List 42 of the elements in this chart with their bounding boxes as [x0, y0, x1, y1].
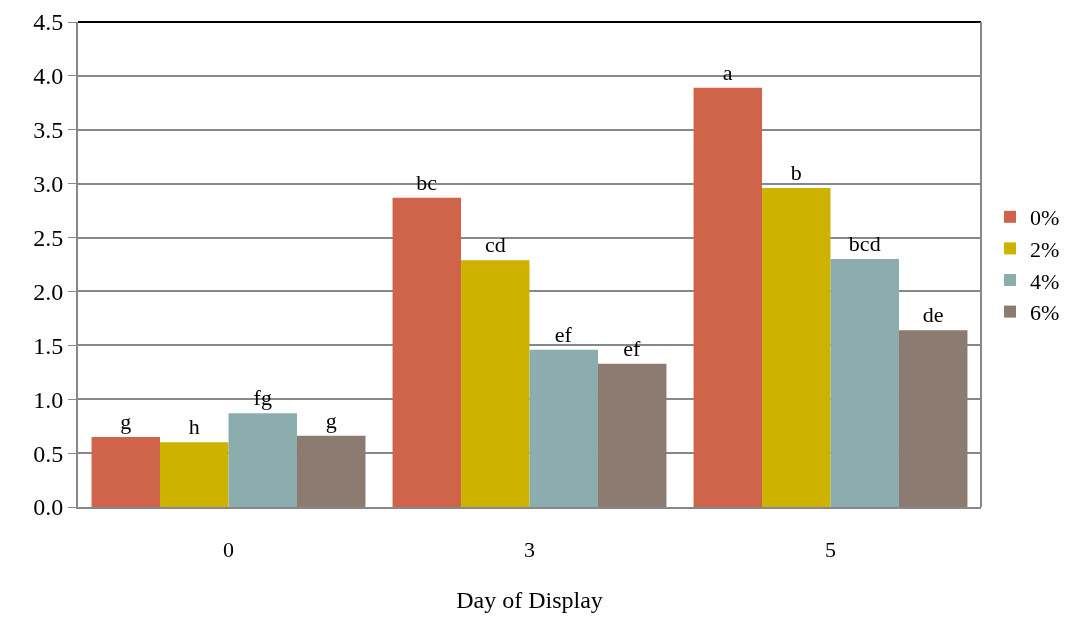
data-label: bcd	[848, 231, 881, 257]
y-tick-label: 3.0	[33, 171, 64, 198]
bar	[830, 259, 899, 507]
data-label: g	[120, 408, 132, 434]
bar	[296, 435, 366, 507]
y-tick-label: 0.0	[33, 494, 64, 521]
y-tick-label: 0.5	[33, 440, 64, 467]
legend-label: 4%	[1030, 268, 1060, 294]
data-label: h	[188, 414, 200, 440]
bar	[693, 87, 763, 507]
data-label: de	[922, 302, 944, 328]
bar	[597, 363, 667, 507]
y-tick-label: 1.5	[33, 332, 64, 359]
y-tick-label: 2.5	[33, 224, 64, 251]
y-tick-label: 4.5	[33, 9, 64, 36]
data-label: cd	[484, 232, 506, 258]
data-label: b	[790, 159, 802, 185]
data-label: fg	[253, 385, 272, 411]
data-label: bc	[416, 169, 438, 195]
legend-label: 6%	[1030, 300, 1060, 326]
data-label: ef	[554, 321, 573, 347]
bar	[762, 187, 831, 507]
legend-label: 2%	[1030, 236, 1060, 262]
data-label: ef	[623, 335, 642, 361]
x-tick-label: 0	[223, 537, 234, 563]
y-tick-label: 1.0	[33, 386, 64, 413]
y-tick-label: 2.0	[33, 278, 64, 305]
y-tick-label: 3.5	[33, 117, 64, 144]
x-tick-label: 5	[825, 537, 836, 563]
data-label: a	[722, 59, 733, 85]
data-label: g	[325, 407, 337, 433]
bar	[160, 442, 229, 507]
bar	[228, 413, 297, 507]
x-tick-label: 3	[524, 537, 535, 563]
bar	[392, 197, 462, 507]
x-axis-title: Day of Display	[456, 587, 603, 614]
y-tick-label: 4.0	[33, 63, 64, 90]
bar	[91, 436, 161, 507]
bar	[898, 330, 968, 507]
bar	[461, 260, 530, 507]
legend-label: 0%	[1030, 205, 1060, 231]
bar	[529, 349, 598, 507]
